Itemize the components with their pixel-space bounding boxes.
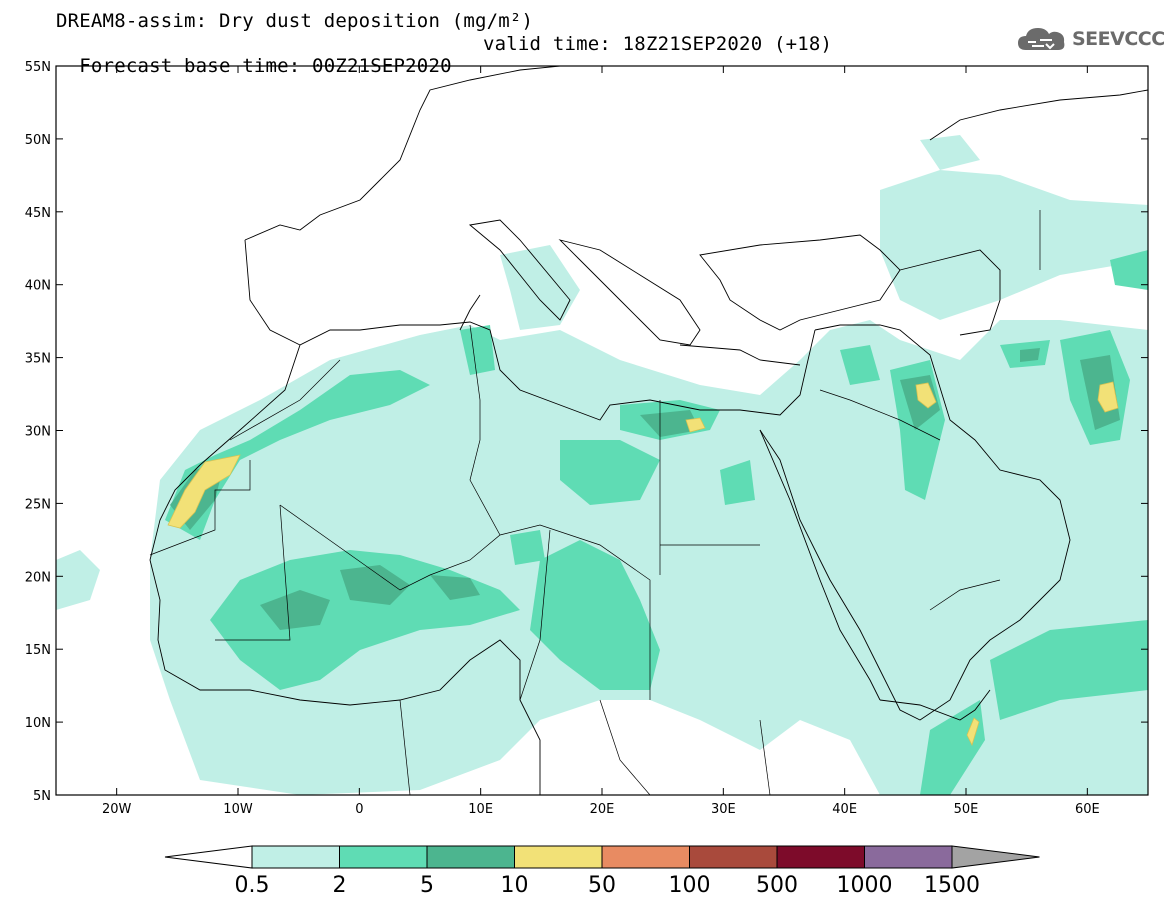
latitude-axis: 55N 50N 45N 40N 35N 30N 25N 20N 15N 10N 5N [25,60,1148,804]
lat-tick-label: 45N [25,206,51,221]
colorbar-low-arrow [164,845,253,869]
longitude-axis: 20W 10W 0 10E 20E 30E 40E 50E 60E [102,66,1100,817]
lon-tick-label: 10E [468,802,493,817]
lat-tick-label: 50N [25,133,51,148]
lat-tick-label: 25N [25,497,51,512]
lon-tick-label: 10W [223,802,253,817]
lat-tick-label: 40N [25,279,51,294]
colorbar-label: 1500 [924,873,980,898]
colorbar-label: 10 [501,873,529,898]
colorbar-label: 1000 [837,873,893,898]
lon-tick-label: 60E [1075,802,1100,817]
colorbar-segment [339,845,428,869]
lat-tick-label: 5N [33,789,51,804]
map-title: DREAM8-assim: Dry dust deposition (mg/m²… [56,10,534,32]
colorbar-label: 5 [420,873,434,898]
colorbar-segment [426,845,515,869]
lon-tick-label: 50E [954,802,979,817]
colorbar-label: 100 [669,873,711,898]
colorbar-label: 50 [588,873,616,898]
colorbar-segment [689,845,778,869]
valid-time: valid time: 18Z21SEP2020 (+18) [483,33,833,55]
colorbar-segment [864,845,953,869]
colorbar-label: 500 [756,873,798,898]
colorbar-segment [776,845,865,869]
colorbar-label: 0.5 [235,873,270,898]
cloud-icon [1018,28,1065,50]
logo-text: SEEVCCC [1072,28,1165,50]
colorbar-segment [251,845,340,869]
colorbar-labels: 0.5 2 5 10 50 100 500 1000 1500 [235,873,981,898]
lon-tick-label: 40E [832,802,857,817]
lat-tick-label: 15N [25,643,51,658]
lat-tick-label: 30N [25,425,51,440]
lon-tick-label: 20W [102,802,132,817]
coastlines [149,66,1148,795]
lat-tick-label: 55N [25,60,51,75]
country-borders [149,210,1041,795]
lon-tick-label: 30E [711,802,736,817]
dust-level-10 [167,381,1119,747]
colorbar-segments [164,845,1040,869]
lon-tick-label: 20E [590,802,615,817]
lat-tick-label: 35N [25,352,51,367]
colorbar-high-arrow [951,845,1040,869]
lat-tick-label: 10N [25,716,51,731]
dust-level-0.5 [56,135,1148,795]
lon-tick-label: 0 [355,802,363,817]
colorbar-segment [601,845,690,869]
colorbar-label: 2 [333,873,347,898]
seevccc-logo: SEEVCCC [1016,23,1165,55]
lat-tick-label: 20N [25,570,51,585]
colorbar-segment [514,845,603,869]
dust-field [56,66,1148,795]
